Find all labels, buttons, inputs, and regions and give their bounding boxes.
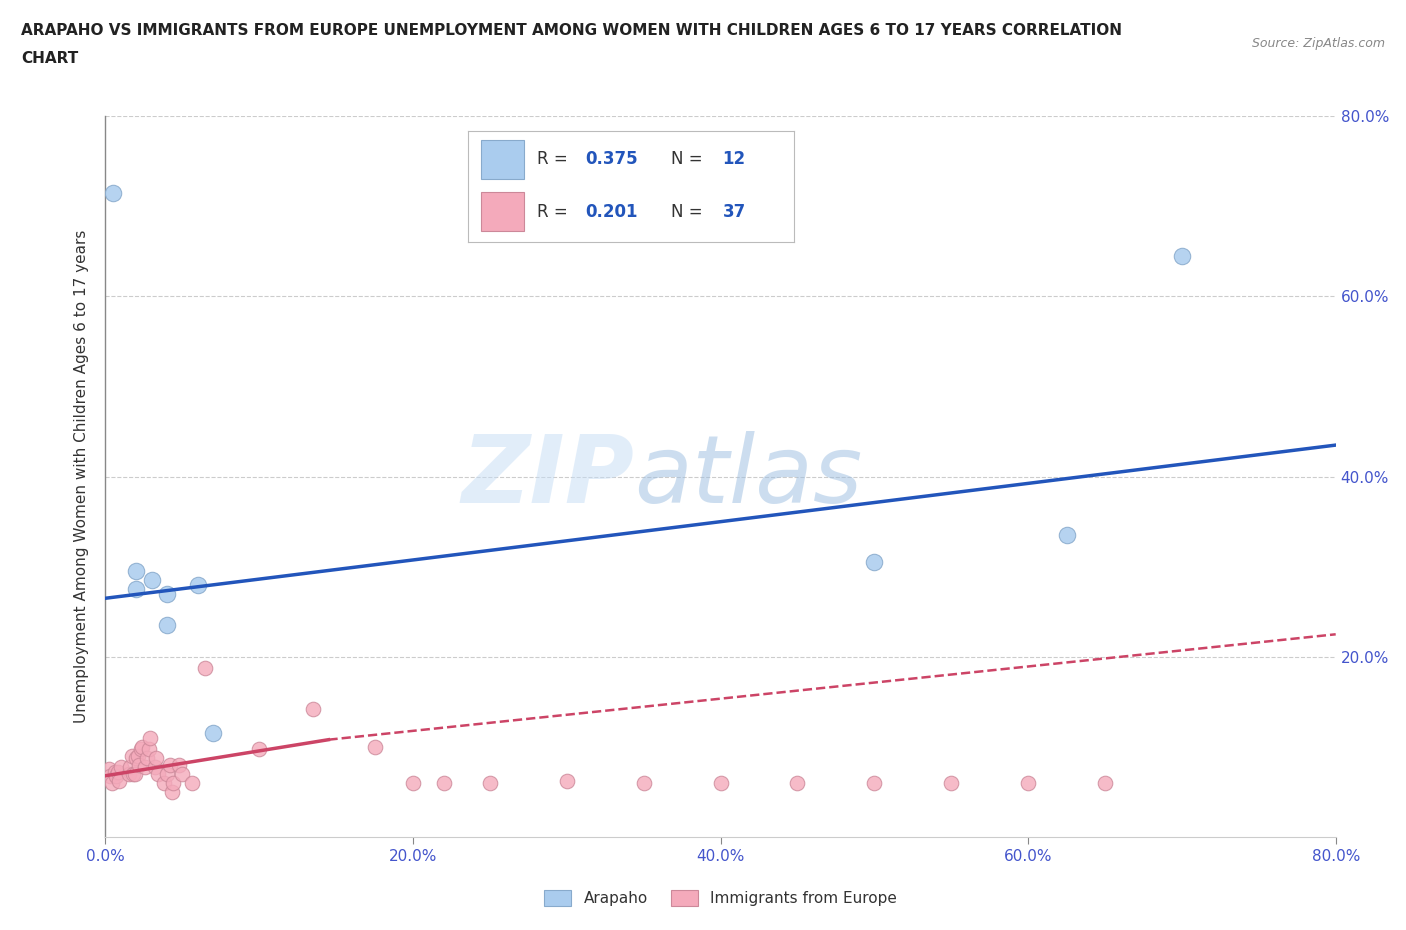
Point bbox=[1056, 527, 1078, 542]
Point bbox=[169, 757, 191, 772]
Point bbox=[156, 618, 179, 632]
Point bbox=[134, 759, 156, 774]
Point bbox=[710, 776, 733, 790]
Point bbox=[633, 776, 655, 790]
Legend: Arapaho, Immigrants from Europe: Arapaho, Immigrants from Europe bbox=[537, 884, 904, 912]
Point bbox=[141, 573, 163, 588]
Point bbox=[786, 776, 808, 790]
Point bbox=[127, 749, 149, 764]
Point bbox=[138, 741, 160, 756]
Text: ZIP: ZIP bbox=[461, 431, 634, 523]
Point bbox=[108, 774, 131, 789]
Point bbox=[122, 766, 145, 781]
Point bbox=[129, 741, 152, 756]
Point bbox=[433, 776, 456, 790]
Point bbox=[136, 751, 159, 765]
Y-axis label: Unemployment Among Women with Children Ages 6 to 17 years: Unemployment Among Women with Children A… bbox=[75, 230, 90, 724]
Point bbox=[124, 766, 146, 781]
Point bbox=[100, 776, 122, 790]
Point bbox=[143, 759, 166, 774]
Point bbox=[125, 564, 148, 578]
Point bbox=[863, 776, 886, 790]
Point bbox=[98, 768, 121, 783]
Text: ARAPAHO VS IMMIGRANTS FROM EUROPE UNEMPLOYMENT AMONG WOMEN WITH CHILDREN AGES 6 : ARAPAHO VS IMMIGRANTS FROM EUROPE UNEMPL… bbox=[21, 23, 1122, 38]
Point bbox=[172, 766, 194, 781]
Point bbox=[159, 757, 181, 772]
Point bbox=[139, 730, 162, 745]
Point bbox=[156, 586, 179, 601]
Text: CHART: CHART bbox=[21, 51, 79, 66]
Point bbox=[125, 582, 148, 597]
Point bbox=[145, 751, 167, 765]
Point bbox=[107, 764, 129, 779]
Point bbox=[247, 741, 270, 756]
Point bbox=[302, 701, 325, 716]
Point bbox=[941, 776, 963, 790]
Point bbox=[1017, 776, 1039, 790]
Point bbox=[402, 776, 425, 790]
Point bbox=[555, 774, 578, 789]
Point bbox=[194, 660, 217, 675]
Point bbox=[121, 749, 143, 764]
Point bbox=[131, 739, 153, 754]
Point bbox=[156, 766, 179, 781]
Point bbox=[125, 751, 148, 765]
Point bbox=[101, 185, 124, 200]
Text: atlas: atlas bbox=[634, 432, 863, 522]
Point bbox=[105, 768, 128, 783]
Point bbox=[117, 766, 139, 781]
Point bbox=[153, 776, 176, 790]
Point bbox=[1171, 248, 1194, 263]
Point bbox=[478, 776, 501, 790]
Point bbox=[104, 764, 127, 779]
Point bbox=[202, 726, 225, 741]
Point bbox=[187, 578, 209, 592]
Point bbox=[180, 776, 202, 790]
Point bbox=[97, 762, 120, 777]
Point bbox=[128, 757, 150, 772]
Point bbox=[162, 776, 184, 790]
Point bbox=[120, 759, 141, 774]
Point bbox=[110, 759, 132, 774]
Point bbox=[160, 785, 183, 800]
Point bbox=[146, 766, 169, 781]
Point bbox=[363, 739, 385, 754]
Text: Source: ZipAtlas.com: Source: ZipAtlas.com bbox=[1251, 37, 1385, 50]
Point bbox=[863, 555, 886, 570]
Point bbox=[1094, 776, 1116, 790]
